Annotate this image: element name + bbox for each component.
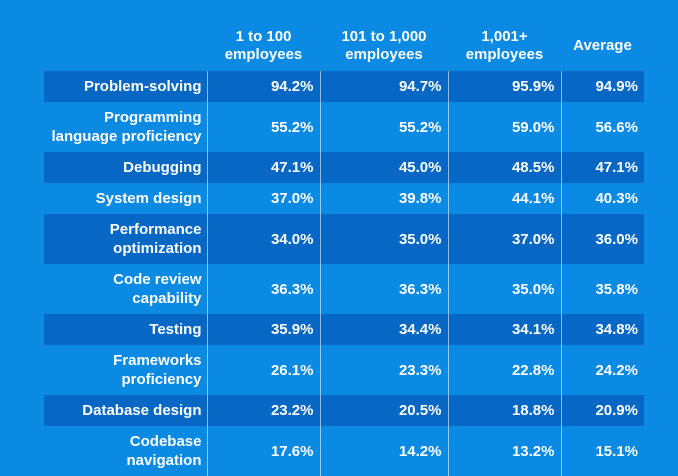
table-cell: 35.8% [595, 280, 638, 298]
table-cell: 18.8% [448, 395, 562, 426]
table-header: 1 to 100 employees 101 to 1,000 employees 1,… [44, 20, 644, 71]
table-row: Debugging 47.1% 45.0% 48.5% 47.1% [44, 152, 644, 183]
row-label: Database design [44, 395, 208, 426]
table-cell: 36.3% [320, 264, 449, 314]
header-row: 1 to 100 employees 101 to 1,000 employees 1,… [44, 20, 644, 71]
column-header-line: employees [345, 45, 423, 63]
table-cell: 14.2% [320, 426, 449, 476]
row-label-line: Problem-solving [83, 78, 202, 95]
table-cell: 34.1% [448, 314, 562, 345]
row-label-line: capability [132, 290, 202, 307]
table-row: Performance optimization 34.0% 35.0% 37.0% 36… [44, 214, 644, 264]
column-header-line: 1 to 100 [235, 27, 292, 45]
table-cell: 26.1% [207, 345, 321, 395]
row-label: Performance optimization [44, 214, 208, 264]
row-label-line: Code review [113, 271, 202, 288]
row-label: System design [44, 183, 208, 214]
table-row: Testing 35.9% 34.4% 34.1% 34.8% [44, 314, 644, 345]
table-row: Problem-solving 94.2% 94.7% 95.9% 94.9% [44, 71, 644, 102]
header-corner [44, 20, 207, 71]
row-label-line: optimization [113, 240, 202, 257]
table-cell: 17.6% [207, 426, 321, 476]
table-cell: 56.6% [595, 118, 638, 136]
row-label-line: Debugging [123, 159, 202, 176]
column-header-line: 1,001+ [481, 27, 528, 45]
table-row: Code review capability 36.3% 36.3% 35.0% 35.8… [44, 264, 644, 314]
table-cell: 35.9% [207, 314, 321, 345]
table-cell: 37.0% [207, 183, 321, 214]
table-cell: 95.9% [448, 71, 562, 102]
table-cell: 23.3% [320, 345, 449, 395]
column-header-line: 101 to 1,000 [341, 27, 427, 45]
table-cell: 94.2% [207, 71, 321, 102]
column-header-line: employees [224, 45, 303, 63]
skills-table: 1 to 100 employees 101 to 1,000 employees 1,… [44, 20, 644, 476]
table-cell: 34.8% [595, 321, 638, 338]
row-label-line: Testing [149, 321, 202, 338]
row-label: Programming language proficiency [44, 102, 208, 152]
row-label-line: navigation [126, 452, 202, 469]
table-cell: 24.2% [595, 361, 638, 379]
table-cell: 35.0% [448, 264, 562, 314]
row-label: Problem-solving [44, 71, 208, 102]
row-label-line: Programming [103, 109, 202, 126]
column-header-line: employees [465, 45, 544, 63]
row-label: Testing [44, 314, 208, 345]
table-cell: 36.0% [595, 230, 638, 248]
table-cell: 55.2% [320, 102, 449, 152]
table-cell: 22.8% [448, 345, 562, 395]
row-label-line: Frameworks [113, 352, 202, 369]
table-row: Frameworks proficiency 26.1% 23.3% 22.8% 24.2… [44, 345, 644, 395]
table-cell: 94.7% [320, 71, 449, 102]
table-cell: 47.1% [595, 159, 638, 176]
table-row: Database design 23.2% 20.5% 18.8% 20.9% [44, 395, 644, 426]
row-label: Code review capability [44, 264, 208, 314]
column-header: 101 to 1,000 employees [320, 20, 448, 71]
row-label: Codebase navigation [44, 426, 208, 476]
row-label-line: Performance [109, 221, 202, 238]
table-row: Codebase navigation 17.6% 14.2% 13.2% 15.1% [44, 426, 644, 476]
table-cell: 23.2% [207, 395, 321, 426]
table-body: Problem-solving 94.2% 94.7% 95.9% 94.9% Progr… [44, 71, 644, 476]
table-cell: 20.5% [320, 395, 449, 426]
row-label: Frameworks proficiency [44, 345, 208, 395]
table-cell: 45.0% [320, 152, 449, 183]
table-cell: 94.9% [595, 78, 638, 95]
row-label: Debugging [44, 152, 208, 183]
row-label-line: language proficiency [51, 128, 202, 145]
row-label-line: Database design [82, 402, 202, 419]
table-cell: 34.0% [207, 214, 321, 264]
row-label-line: proficiency [121, 371, 202, 388]
table-cell: 34.4% [320, 314, 449, 345]
table-cell: 55.2% [207, 102, 321, 152]
table-cell: 35.0% [320, 214, 449, 264]
table-row: System design 37.0% 39.8% 44.1% 40.3% [44, 183, 644, 214]
table-cell: 20.9% [595, 402, 638, 419]
table-cell: 15.1% [595, 442, 638, 460]
table-cell: 40.3% [595, 190, 638, 207]
table-cell: 39.8% [320, 183, 449, 214]
table-cell: 44.1% [448, 183, 562, 214]
table-cell: 59.0% [448, 102, 562, 152]
table-cell: 47.1% [207, 152, 321, 183]
table-cell: 36.3% [207, 264, 321, 314]
table-row: Programming language proficiency 55.2% 55.2… [44, 102, 644, 152]
column-header-line: Average [573, 36, 632, 54]
row-label-line: System design [95, 190, 202, 207]
table-cell: 37.0% [448, 214, 562, 264]
column-header: 1,001+ employees [448, 20, 561, 71]
column-header: 1 to 100 employees [207, 20, 320, 71]
column-header: Average [561, 20, 644, 71]
table-cell: 48.5% [448, 152, 562, 183]
row-label-line: Codebase [129, 433, 202, 450]
table-cell: 13.2% [448, 426, 562, 476]
